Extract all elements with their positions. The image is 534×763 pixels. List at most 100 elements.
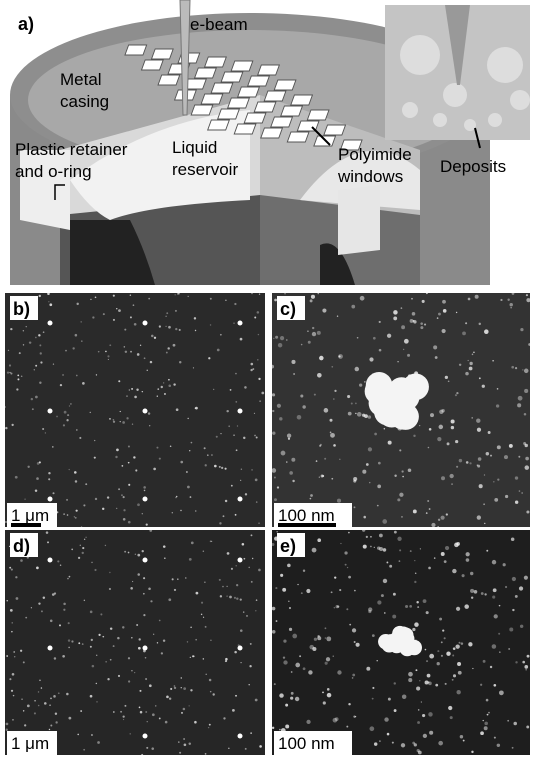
speck	[346, 726, 348, 728]
speck	[222, 586, 224, 588]
speck	[379, 349, 382, 352]
speck	[77, 734, 79, 736]
speck	[459, 459, 462, 462]
speck	[9, 567, 11, 569]
speck	[414, 622, 418, 626]
speck	[339, 589, 341, 591]
speck	[96, 683, 97, 684]
speck	[312, 647, 316, 651]
speck	[212, 693, 214, 695]
speck	[397, 537, 401, 541]
speck	[429, 654, 434, 659]
speck	[32, 408, 34, 410]
speck	[354, 590, 356, 592]
speck	[95, 498, 97, 500]
speck	[172, 578, 174, 580]
speck	[105, 545, 106, 546]
speck	[220, 334, 222, 336]
speck	[325, 637, 327, 639]
speck	[526, 726, 529, 729]
speck	[34, 369, 35, 370]
speck	[438, 741, 443, 746]
speck	[356, 643, 360, 647]
speck	[149, 684, 152, 687]
speck	[331, 366, 333, 368]
speck	[457, 662, 461, 666]
speck	[462, 332, 466, 336]
speck	[299, 655, 301, 657]
speck	[233, 434, 234, 435]
speck	[289, 471, 293, 475]
speck	[291, 360, 295, 364]
speck	[154, 337, 156, 339]
speck	[35, 396, 38, 399]
speck	[397, 498, 400, 501]
speck	[272, 607, 276, 611]
speck	[69, 405, 70, 406]
speck	[209, 679, 212, 682]
speck	[415, 572, 417, 574]
speck	[113, 319, 115, 321]
speck	[466, 558, 470, 562]
speck	[245, 493, 247, 495]
speck	[448, 706, 452, 710]
speck	[165, 721, 168, 724]
speck	[84, 539, 85, 540]
speck	[286, 461, 288, 463]
speck	[23, 661, 25, 663]
speck	[277, 486, 279, 488]
speck	[324, 458, 326, 460]
window	[195, 68, 217, 78]
speck	[187, 418, 188, 419]
speck	[131, 388, 133, 390]
speck	[279, 693, 283, 697]
speck	[295, 663, 300, 668]
speck	[417, 721, 420, 724]
speck	[331, 478, 333, 480]
speck	[289, 628, 292, 631]
speck	[486, 699, 489, 702]
speck	[466, 461, 469, 464]
speck	[424, 323, 426, 325]
speck	[317, 538, 321, 542]
speck	[515, 367, 517, 369]
speck	[55, 713, 57, 715]
speck	[43, 596, 45, 598]
speck	[340, 543, 341, 544]
speck	[509, 303, 512, 306]
speck	[425, 649, 427, 651]
speck	[252, 558, 253, 559]
speck	[388, 441, 392, 445]
speck	[109, 344, 111, 346]
speck	[471, 417, 473, 419]
speck	[290, 697, 293, 700]
speck	[63, 513, 65, 515]
speck	[143, 593, 145, 595]
speck	[23, 330, 24, 331]
speck	[76, 510, 78, 512]
speck	[453, 674, 456, 677]
window	[201, 94, 223, 104]
speck	[289, 607, 291, 609]
speck	[130, 587, 133, 590]
speck	[487, 714, 489, 716]
micrograph: e)100 nm	[271, 529, 530, 757]
window	[158, 75, 180, 85]
speck	[323, 701, 326, 704]
speck	[484, 329, 489, 334]
speck	[128, 680, 130, 682]
speck	[166, 696, 169, 699]
speck	[63, 424, 65, 426]
speck	[331, 591, 333, 593]
speck	[522, 369, 523, 370]
speck	[445, 683, 447, 685]
window	[324, 125, 346, 135]
speck	[209, 724, 211, 726]
speck	[75, 480, 77, 482]
speck	[416, 687, 420, 691]
speck	[308, 670, 312, 674]
speck	[164, 557, 165, 558]
speck	[256, 437, 258, 439]
speck	[27, 466, 29, 468]
speck	[346, 608, 348, 610]
